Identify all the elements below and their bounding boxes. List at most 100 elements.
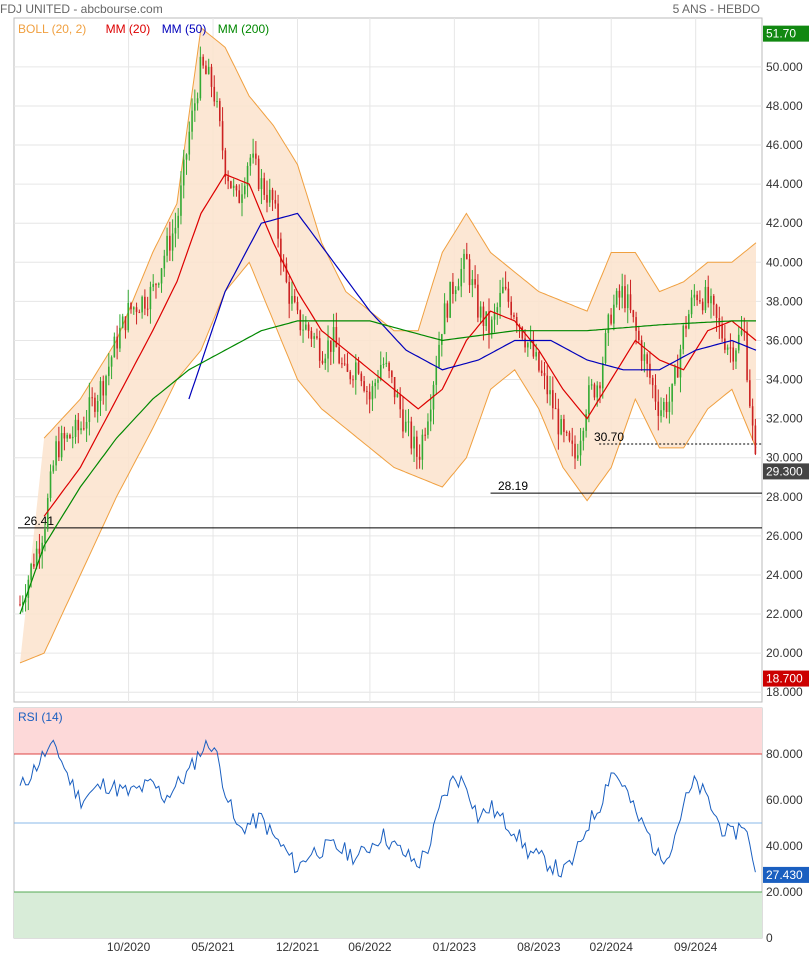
- rsi-tick-label: 0: [766, 931, 773, 945]
- candle: [654, 374, 657, 411]
- legend-item: MM (20): [106, 22, 151, 36]
- price-tick-label: 34.000: [766, 373, 803, 387]
- candle: [266, 180, 268, 213]
- annotation-label: 30.70: [594, 430, 624, 444]
- candle: [318, 330, 321, 368]
- candle: [271, 187, 274, 212]
- candle: [296, 296, 299, 315]
- candle: [96, 394, 99, 423]
- candle: [199, 46, 202, 101]
- rsi-overbought-zone: [14, 708, 762, 754]
- candle: [690, 289, 693, 318]
- price-tick-label: 44.000: [766, 177, 803, 191]
- candle: [593, 382, 596, 401]
- candle-body: [507, 288, 510, 302]
- candle: [191, 98, 193, 140]
- candle-body: [19, 604, 21, 606]
- candle: [88, 382, 91, 436]
- candle-body: [563, 419, 565, 432]
- candle-body: [474, 279, 476, 285]
- x-tick-label: 06/2022: [348, 940, 392, 954]
- candle-body: [729, 347, 732, 349]
- candle: [724, 324, 726, 354]
- candle: [85, 409, 88, 442]
- candle: [402, 397, 404, 439]
- candle: [268, 178, 271, 207]
- candle: [740, 315, 743, 337]
- candle: [332, 313, 335, 364]
- candle-body: [751, 406, 754, 426]
- candle-body: [502, 286, 504, 293]
- rsi-tick-label: 80.000: [766, 747, 803, 761]
- candle: [468, 254, 471, 294]
- candle: [146, 296, 149, 317]
- candle: [543, 361, 546, 390]
- candle: [260, 168, 263, 205]
- x-tick-label: 12/2021: [276, 940, 320, 954]
- candle-body: [352, 379, 354, 381]
- candle: [132, 306, 135, 315]
- candle: [135, 302, 138, 325]
- candle: [321, 351, 324, 365]
- candle: [410, 416, 413, 455]
- candle-body: [496, 307, 499, 313]
- candle: [246, 162, 249, 198]
- candle: [274, 190, 277, 209]
- candle: [579, 428, 582, 466]
- candle-body: [565, 431, 568, 433]
- candle-body: [402, 409, 404, 432]
- candle-body: [707, 286, 710, 304]
- candle: [418, 444, 421, 469]
- candle: [302, 314, 304, 343]
- candle-body: [668, 401, 671, 413]
- candle-body: [185, 154, 188, 160]
- low-badge: 18.700: [766, 672, 803, 686]
- rsi-last-badge: 27.430: [766, 868, 803, 882]
- candle: [427, 413, 429, 439]
- candle-body: [515, 317, 518, 326]
- candle: [307, 322, 310, 339]
- candle-body: [654, 385, 657, 402]
- candle: [69, 433, 71, 439]
- candle-body: [108, 366, 110, 377]
- moving-average-line: [188, 212, 757, 400]
- candle-body: [99, 381, 102, 402]
- candle: [693, 284, 696, 307]
- x-tick-label: 05/2021: [191, 940, 235, 954]
- candle-body: [488, 311, 490, 334]
- candle-body: [363, 381, 365, 391]
- high-badge-bg: [763, 25, 809, 42]
- candle: [663, 398, 665, 418]
- candle: [349, 369, 352, 385]
- candle: [471, 270, 474, 298]
- candle-body: [732, 347, 734, 362]
- candle: [91, 387, 93, 407]
- candle: [121, 313, 124, 329]
- candle: [557, 398, 560, 450]
- candle-body: [626, 294, 629, 309]
- rsi-title: RSI (14): [18, 710, 63, 724]
- bollinger-lower-line: [19, 261, 757, 664]
- candle-body: [74, 419, 77, 437]
- candle-body: [83, 428, 85, 430]
- candle: [138, 309, 141, 314]
- candle: [377, 369, 379, 390]
- candle: [604, 329, 607, 366]
- candle-body: [346, 363, 349, 372]
- candle-body: [157, 283, 160, 285]
- legend-item: MM (200): [218, 22, 269, 36]
- candle-body: [610, 314, 612, 324]
- candle-body: [490, 319, 493, 334]
- candle-body: [638, 330, 640, 341]
- candle-body: [196, 98, 199, 104]
- candle-body: [660, 410, 662, 416]
- candle-body: [607, 314, 610, 334]
- candle: [638, 326, 640, 343]
- candle: [463, 249, 465, 283]
- candle: [482, 301, 485, 341]
- candle: [169, 221, 171, 261]
- candle-body: [138, 312, 141, 314]
- candle-body: [296, 301, 299, 311]
- candle-body: [416, 436, 418, 457]
- chart-title: FDJ UNITED - abcbourse.com: [0, 2, 163, 16]
